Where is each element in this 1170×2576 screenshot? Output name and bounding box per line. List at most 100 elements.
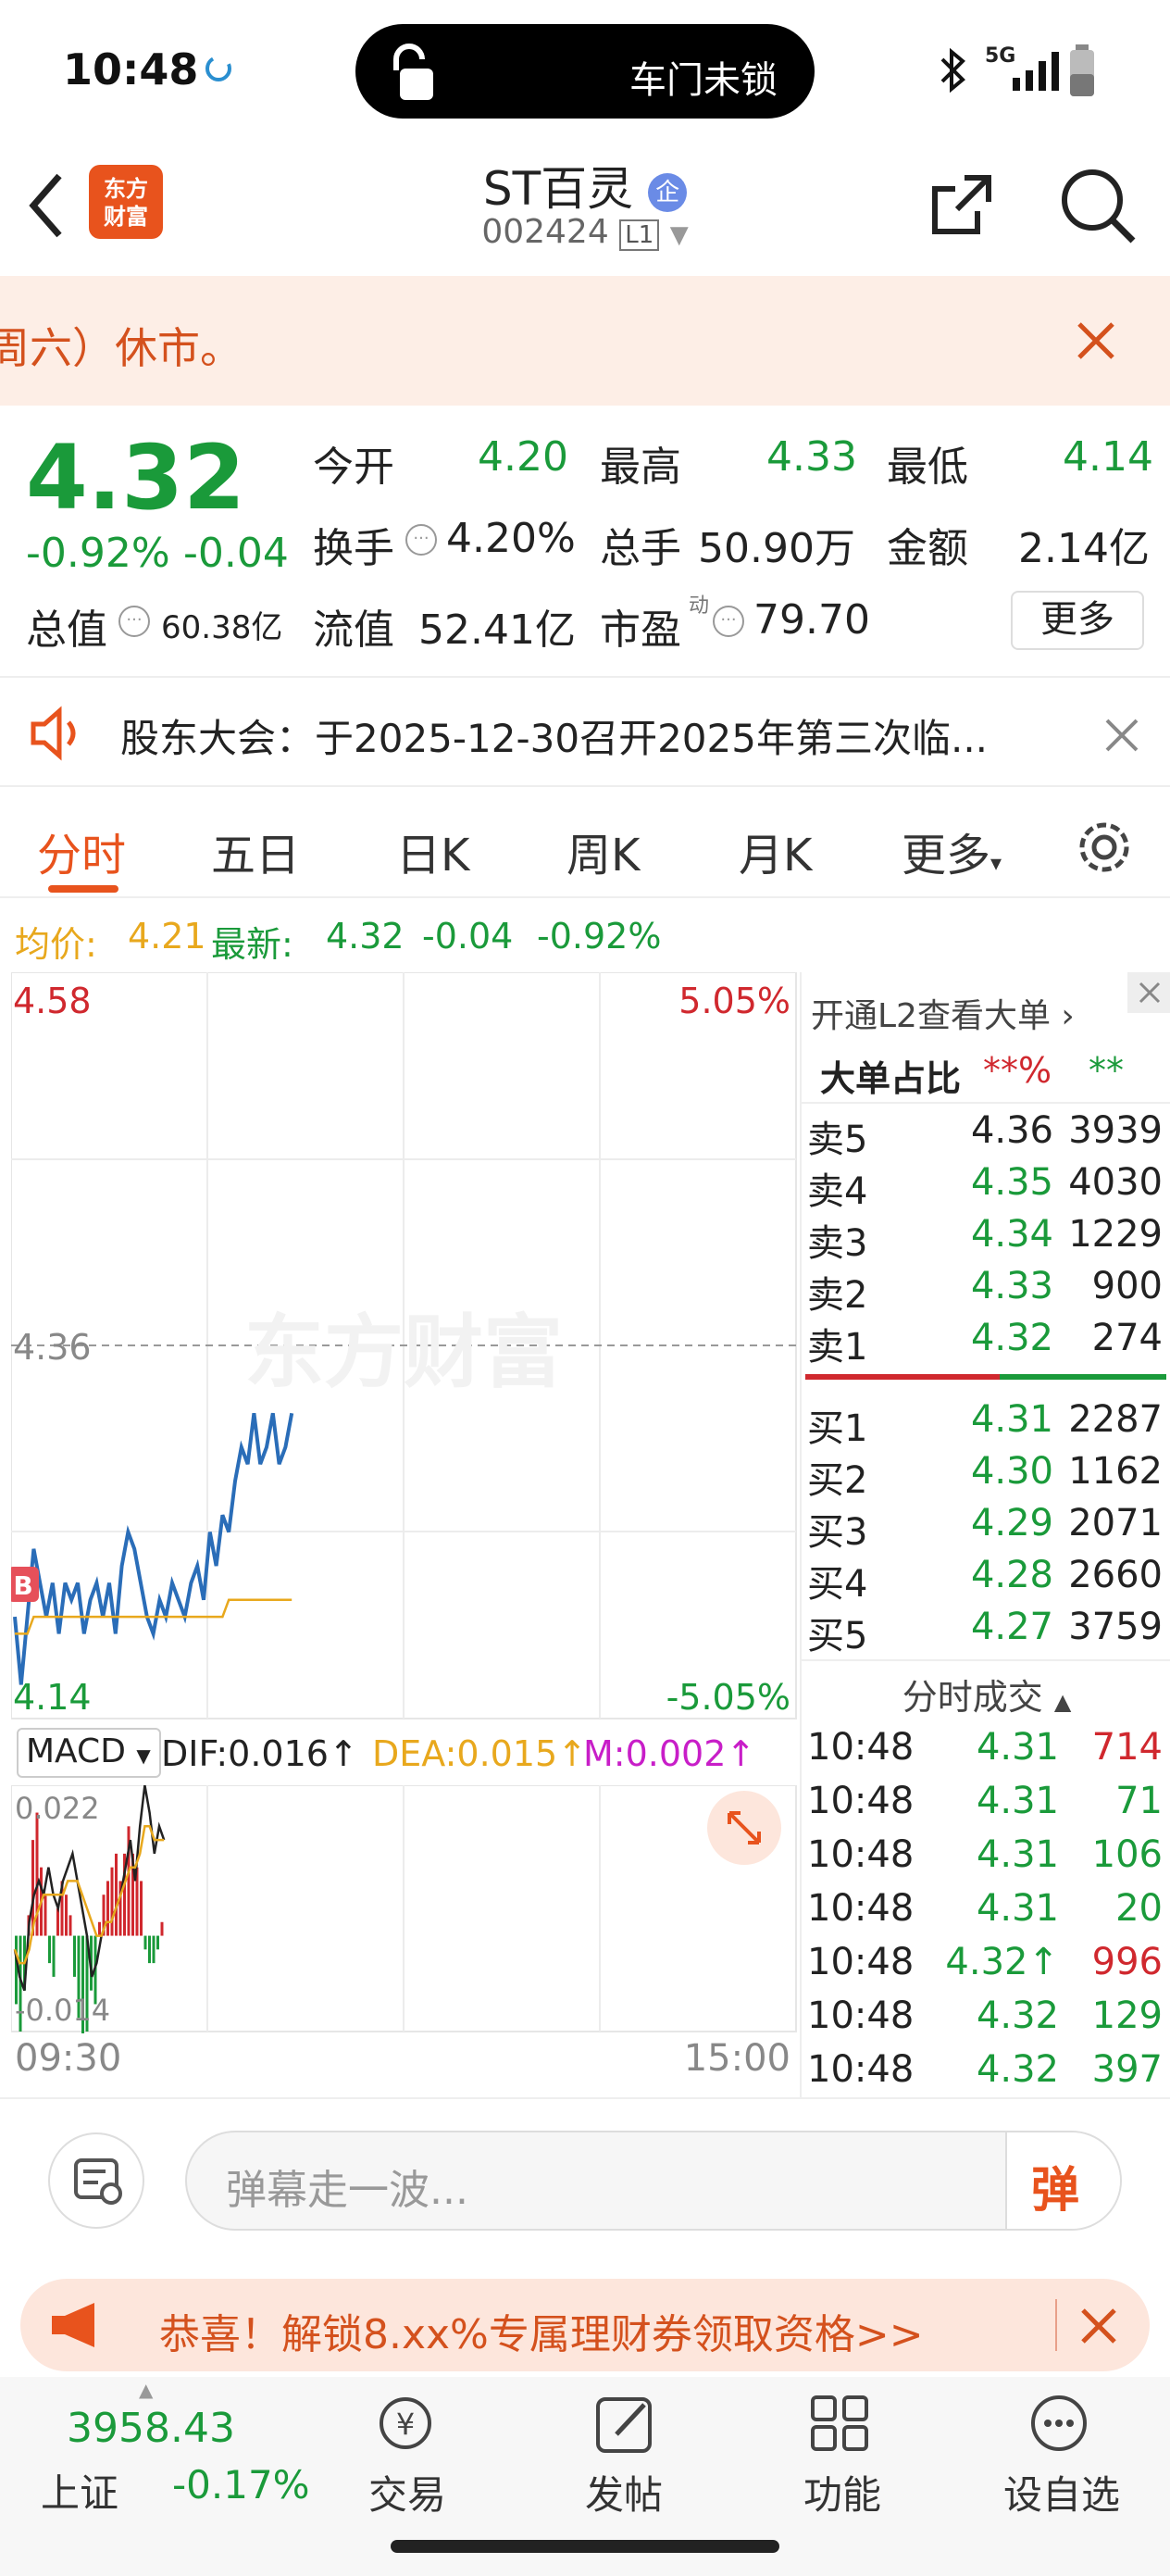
indicator-select[interactable]: MACD ▼ xyxy=(17,1728,161,1778)
tab-weekly-k[interactable]: 周K xyxy=(566,830,641,882)
ask-row[interactable]: 卖3 4.34 1229 xyxy=(807,1213,1168,1265)
activity-icon xyxy=(205,56,231,81)
close-icon[interactable] xyxy=(1072,317,1120,365)
buy-marker[interactable] xyxy=(11,1567,39,1602)
change-pct: -0.92% xyxy=(26,530,170,577)
price-axis-mid: 4.36 xyxy=(13,1327,92,1368)
low-label: 最低 xyxy=(887,444,968,491)
ask-volume: 274 xyxy=(1091,1317,1163,1359)
trade-icon: ¥ xyxy=(380,2397,431,2449)
dropdown-icon[interactable]: ▼ xyxy=(669,221,689,249)
banner-text: 周六）休市。 xyxy=(0,323,243,373)
settings-icon[interactable] xyxy=(1074,817,1135,878)
ask-row[interactable]: 卖5 4.36 3939 xyxy=(807,1109,1168,1161)
nav-trade[interactable]: 交易 xyxy=(368,2472,447,2518)
eastmoney-logo[interactable]: 东方 财富 xyxy=(89,165,163,239)
trade-volume: 129 xyxy=(1091,1995,1163,2037)
price-line xyxy=(13,1412,294,1685)
avg-price-line xyxy=(15,1598,292,1635)
tab-more[interactable]: 更多▾ xyxy=(902,830,1002,882)
search-icon[interactable] xyxy=(1055,163,1139,246)
nav-post[interactable]: 发帖 xyxy=(585,2472,664,2518)
info-icon[interactable]: ··· xyxy=(118,606,150,637)
intraday-chart[interactable]: 东方财富 4.58 5.05% 4.36 4.14 -5.05% B xyxy=(11,972,798,1720)
macd-bar xyxy=(44,1894,47,1936)
index-change[interactable]: -0.17% xyxy=(172,2462,310,2507)
tab-five-day[interactable]: 五日 xyxy=(211,830,301,882)
bid-row[interactable]: 买5 4.27 3759 xyxy=(807,1606,1168,1657)
macd-bar xyxy=(140,1881,143,1936)
post-icon xyxy=(596,2397,652,2453)
comment-list-button[interactable] xyxy=(48,2132,144,2229)
svg-text:¥: ¥ xyxy=(396,2407,415,2442)
tab-intraday[interactable]: 分时 xyxy=(37,830,127,882)
order-book-panel: 开通L2查看大单 › 大单占比 **% ** 卖5 4.36 3939 卖4 4.35 4… xyxy=(800,972,1170,2097)
trade-row: 10:48 4.32 397 xyxy=(807,2048,1168,2102)
bid-volume: 2071 xyxy=(1068,1502,1163,1544)
trades-title[interactable]: 分时成交 ▲ xyxy=(902,1677,1072,1718)
tab-daily-k[interactable]: 日K xyxy=(396,830,470,882)
ask-row[interactable]: 卖1 4.32 274 xyxy=(807,1317,1168,1369)
trade-price: 4.32 xyxy=(976,2048,1059,2091)
ask-row[interactable]: 卖4 4.35 4030 xyxy=(807,1161,1168,1213)
bid-row[interactable]: 买4 4.28 2660 xyxy=(807,1554,1168,1606)
close-icon[interactable] xyxy=(1102,715,1142,756)
macd-dea: DEA:0.015↑ xyxy=(372,1733,588,1774)
buy-marker-label: B xyxy=(13,1570,32,1601)
pct-axis-top: 5.05% xyxy=(678,981,790,1021)
macd-dif: DIF:0.016↑ xyxy=(161,1733,358,1774)
share-icon[interactable] xyxy=(924,167,998,241)
chart-watermark: 东方财富 xyxy=(244,1307,563,1399)
promo-banner[interactable]: 恭喜！解锁8.xx%专属理财券领取资格>> xyxy=(20,2279,1150,2371)
chart-legend: 均价: 4.21 最新: 4.32 -0.04 -0.92% xyxy=(0,903,805,965)
battery-icon xyxy=(1070,44,1094,96)
trade-volume: 996 xyxy=(1091,1941,1163,1983)
info-icon[interactable]: ··· xyxy=(713,606,744,637)
nav-add-watchlist[interactable]: 设自选 xyxy=(1003,2472,1121,2518)
close-icon[interactable] xyxy=(1076,2303,1122,2349)
l2-promo-link[interactable]: 开通L2查看大单 › xyxy=(811,997,1075,1035)
bid-price: 4.31 xyxy=(970,1398,1053,1441)
change-amount: -0.04 xyxy=(183,530,289,577)
vehicle-status-pill[interactable]: 车门未锁 xyxy=(355,24,815,119)
macd-bar xyxy=(156,1935,159,1950)
bid-row[interactable]: 买3 4.29 2071 xyxy=(807,1502,1168,1554)
more-button[interactable]: 更多 xyxy=(1011,591,1144,650)
comment-list-icon xyxy=(74,2158,122,2205)
back-icon[interactable] xyxy=(24,169,70,243)
megaphone-icon xyxy=(52,2303,94,2347)
quote-panel: 4.32 -0.92% -0.04 今开 4.20 最高 4.33 最低 4.1… xyxy=(0,407,1170,676)
pe-dynamic-mark: 动 xyxy=(689,594,710,618)
barrage-send-button[interactable]: 弹 xyxy=(1005,2132,1120,2229)
announcement-bar[interactable]: 股东大会：于2025-12-30召开2025年第三次临... xyxy=(0,676,1170,787)
bid-row[interactable]: 买2 4.30 1162 xyxy=(807,1450,1168,1502)
index-value[interactable]: 3958.43 xyxy=(67,2405,235,2452)
info-icon[interactable]: ··· xyxy=(405,524,437,556)
bid-level: 买4 xyxy=(807,1563,868,1606)
stock-code-row[interactable]: 002424 L1 ▼ xyxy=(0,213,1170,251)
vehicle-status-label: 车门未锁 xyxy=(629,59,778,102)
macd-bar xyxy=(118,1881,122,1936)
macd-bar xyxy=(77,1935,81,2019)
bid-price: 4.27 xyxy=(970,1606,1053,1648)
macd-bar xyxy=(152,1935,156,1964)
high-label: 最高 xyxy=(600,444,681,491)
ask-row[interactable]: 卖2 4.33 900 xyxy=(807,1265,1168,1317)
bid-price: 4.29 xyxy=(970,1502,1053,1544)
ask-volume: 900 xyxy=(1091,1265,1163,1307)
macd-panel: MACD ▼ DIF:0.016↑ DEA:0.015↑ M:0.002↑ 0.… xyxy=(11,1724,798,2093)
nav-functions[interactable]: 功能 xyxy=(803,2472,882,2518)
price-axis-top: 4.58 xyxy=(13,981,92,1021)
ask-volume: 1229 xyxy=(1068,1213,1163,1256)
bid-row[interactable]: 买1 4.31 2287 xyxy=(807,1398,1168,1450)
index-name[interactable]: 上证 xyxy=(41,2470,119,2516)
macd-bar xyxy=(73,1935,76,1977)
macd-chart[interactable]: 0.022 -0.014 xyxy=(11,1785,798,2033)
big-order-label: 大单占比 xyxy=(820,1058,962,1099)
close-icon[interactable] xyxy=(1127,972,1170,1013)
comment-input[interactable]: 弹幕走一波... 弹 xyxy=(185,2131,1122,2231)
macd-bar xyxy=(123,1853,126,1936)
tab-monthly-k[interactable]: 月K xyxy=(739,830,813,882)
add-watchlist-icon xyxy=(1031,2395,1087,2451)
time-axis-end: 15:00 xyxy=(683,2037,790,2080)
